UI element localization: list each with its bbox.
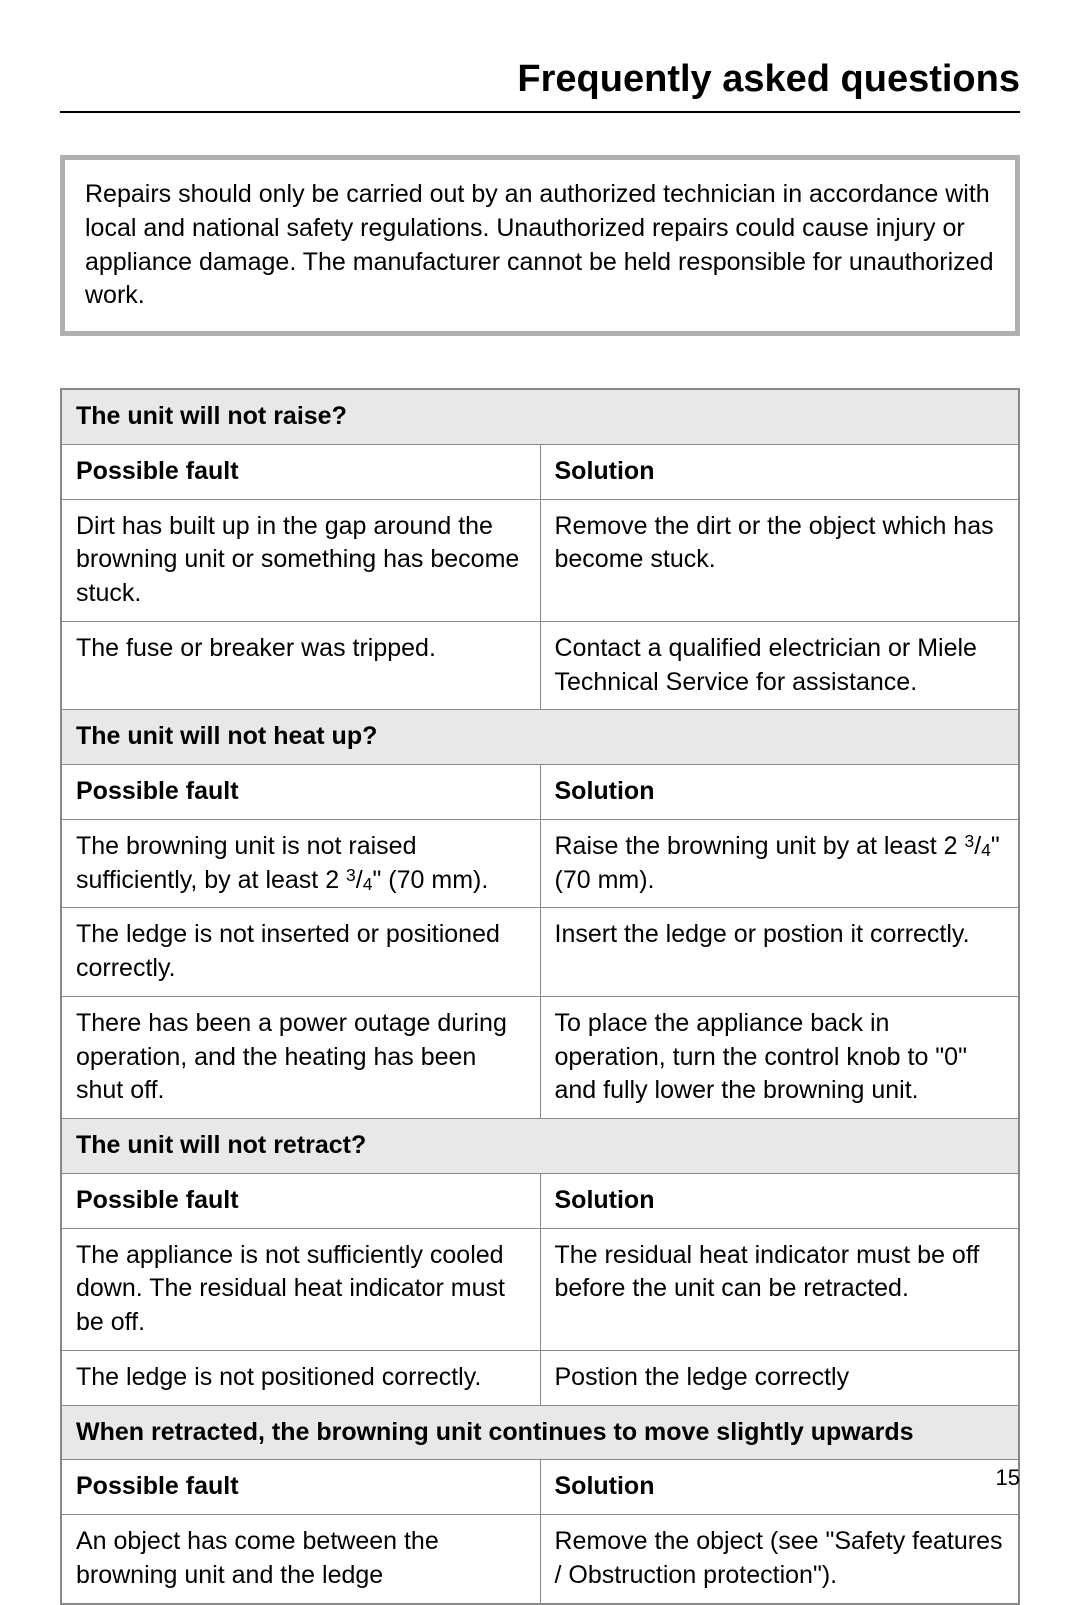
solution-cell: Remove the object (see "Safety features …	[540, 1515, 1019, 1604]
solution-header: Solution	[540, 765, 1019, 820]
solution-cell: Postion the ledge correctly	[540, 1350, 1019, 1405]
solution-cell: To place the appliance back in operation…	[540, 996, 1019, 1118]
fault-cell: The fuse or breaker was tripped.	[61, 621, 540, 710]
section-question: The unit will not retract?	[61, 1119, 1019, 1174]
faq-table: The unit will not raise? Possible fault …	[60, 388, 1020, 1605]
fault-header: Possible fault	[61, 1460, 540, 1515]
solution-header: Solution	[540, 1173, 1019, 1228]
section-question: The unit will not raise?	[61, 389, 1019, 444]
fault-cell: The browning unit is not raised sufficie…	[61, 819, 540, 908]
fault-header: Possible fault	[61, 444, 540, 499]
solution-cell: Remove the dirt or the object which has …	[540, 499, 1019, 621]
solution-cell: Raise the browning unit by at least 2 3/…	[540, 819, 1019, 908]
title-underline	[60, 111, 1020, 113]
solution-header: Solution	[540, 444, 1019, 499]
solution-header: Solution	[540, 1460, 1019, 1515]
page-title: Frequently asked questions	[60, 0, 1020, 111]
solution-cell: Contact a qualified electrician or Miele…	[540, 621, 1019, 710]
section-question: When retracted, the browning unit contin…	[61, 1405, 1019, 1460]
repair-notice-box: Repairs should only be carried out by an…	[60, 155, 1020, 336]
fault-cell: The ledge is not positioned correctly.	[61, 1350, 540, 1405]
fault-cell: An object has come between the browning …	[61, 1515, 540, 1604]
fault-header: Possible fault	[61, 765, 540, 820]
page-number: 15	[996, 1465, 1020, 1491]
fault-cell: There has been a power outage during ope…	[61, 996, 540, 1118]
fault-cell: The ledge is not inserted or positioned …	[61, 908, 540, 997]
fault-cell: Dirt has built up in the gap around the …	[61, 499, 540, 621]
solution-cell: The residual heat indicator must be off …	[540, 1228, 1019, 1350]
section-question: The unit will not heat up?	[61, 710, 1019, 765]
fault-header: Possible fault	[61, 1173, 540, 1228]
fault-cell: The appliance is not sufficiently cooled…	[61, 1228, 540, 1350]
solution-cell: Insert the ledge or postion it correctly…	[540, 908, 1019, 997]
